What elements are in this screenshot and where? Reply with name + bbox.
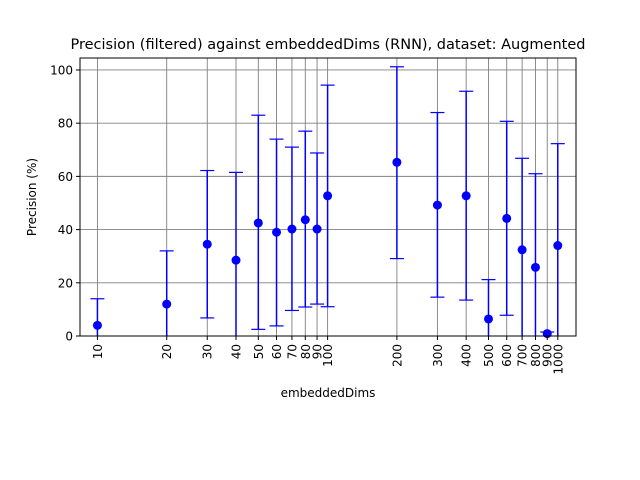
x-tick-label: 20 <box>160 344 174 359</box>
x-tick-label: 90 <box>311 344 325 359</box>
y-tick-label: 80 <box>58 117 73 131</box>
data-point <box>502 213 512 223</box>
data-point <box>202 239 212 249</box>
data-point <box>300 215 310 225</box>
x-tick-label: 70 <box>285 344 299 359</box>
x-tick-label: 600 <box>500 344 514 367</box>
x-tick-label: 10 <box>91 344 105 359</box>
x-tick-label: 80 <box>299 344 313 359</box>
data-points <box>92 157 563 339</box>
data-point <box>253 218 263 228</box>
x-tick-label: 200 <box>390 344 404 367</box>
x-tick-label: 1000 <box>551 344 565 375</box>
y-tick-label: 0 <box>65 330 73 344</box>
y-tick-label: 20 <box>58 276 73 290</box>
data-point <box>231 255 241 265</box>
y-axis-ticks: 0 20 40 60 80 100 <box>50 63 80 344</box>
y-axis-label: Precision (%) <box>25 158 39 236</box>
data-point <box>553 241 563 251</box>
x-tick-label: 800 <box>529 344 543 367</box>
x-tick-label: 700 <box>516 344 530 367</box>
data-point <box>432 200 442 210</box>
y-tick-label: 60 <box>58 170 73 184</box>
data-point <box>392 157 402 167</box>
data-point <box>287 224 297 234</box>
y-tick-label: 40 <box>58 223 73 237</box>
x-axis-label: embeddedDims <box>281 386 376 400</box>
x-tick-label: 60 <box>270 344 284 359</box>
x-tick-label: 300 <box>431 344 445 367</box>
chart-title: Precision (filtered) against embeddedDim… <box>71 37 586 53</box>
data-point <box>483 314 493 324</box>
data-point <box>162 299 172 309</box>
x-tick-label: 30 <box>201 344 215 359</box>
x-tick-label: 40 <box>230 344 244 359</box>
x-tick-label: 400 <box>460 344 474 367</box>
data-point <box>272 227 282 237</box>
x-tick-label: 50 <box>252 344 266 359</box>
x-tick-label: 900 <box>541 344 555 367</box>
data-point <box>323 191 333 201</box>
x-tick-label: 100 <box>321 344 335 367</box>
data-point <box>312 224 322 234</box>
data-point <box>530 262 540 272</box>
x-tick-label: 500 <box>482 344 496 367</box>
data-point <box>517 245 527 255</box>
y-tick-label: 100 <box>50 63 73 77</box>
data-point <box>461 191 471 201</box>
data-point <box>92 320 102 330</box>
